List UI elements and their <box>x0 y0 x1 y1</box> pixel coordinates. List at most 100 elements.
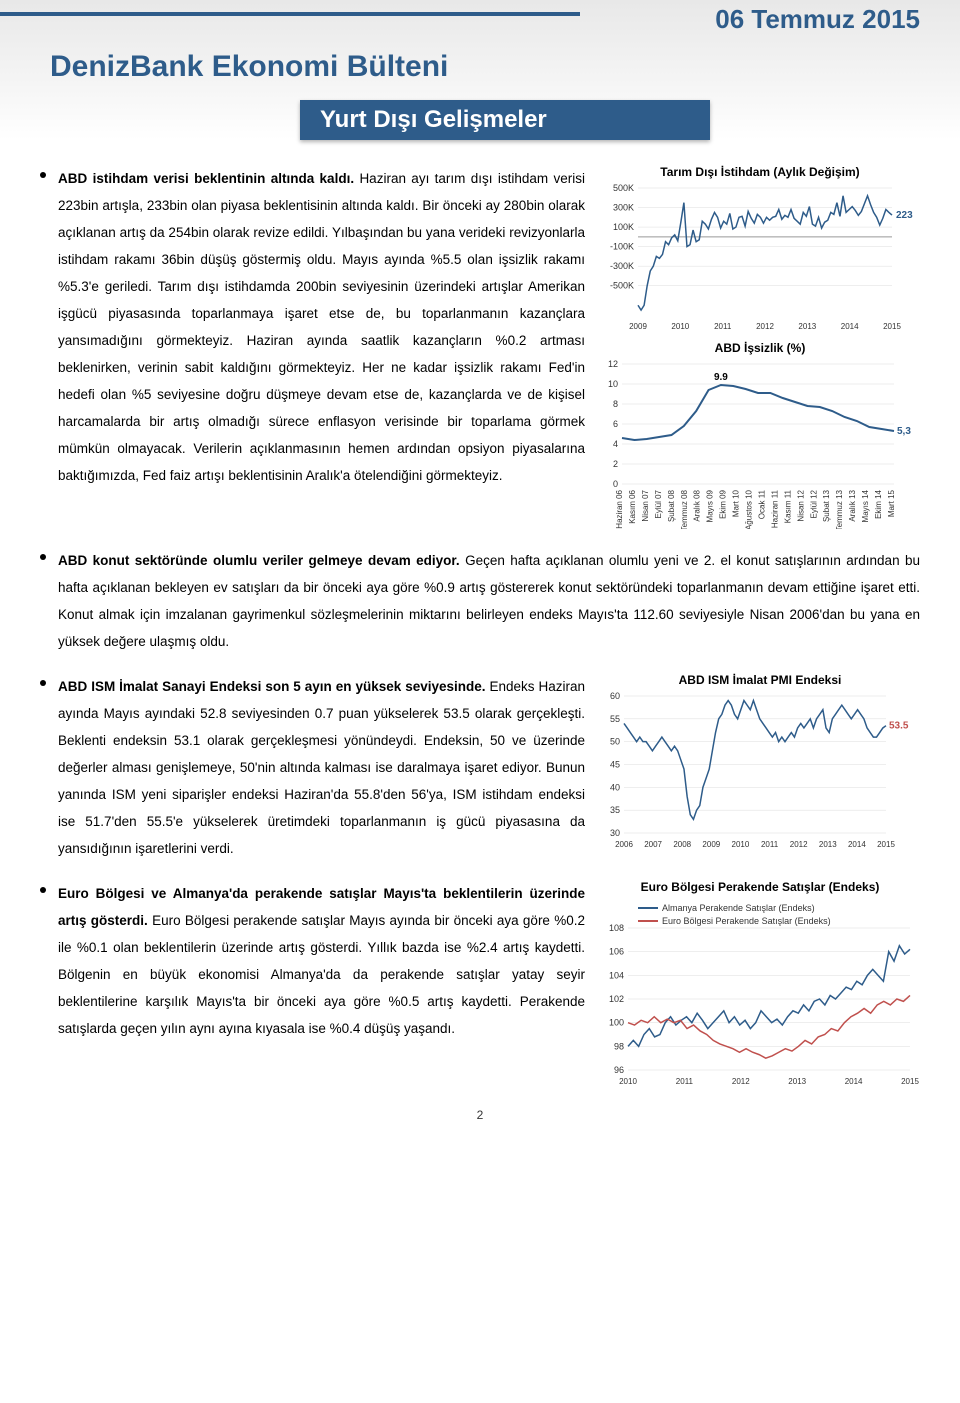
section-3-body: Endeks Haziran ayında Mayıs ayındaki 52.… <box>58 679 585 856</box>
svg-text:5,3: 5,3 <box>897 426 911 437</box>
chart-ism-svg: 6055504540353020062007200820092010201120… <box>600 691 920 851</box>
svg-text:50: 50 <box>610 737 620 747</box>
chart-ism-title: ABD ISM İmalat PMI Endeksi <box>600 673 920 687</box>
svg-text:Nisan 12: Nisan 12 <box>796 489 805 521</box>
svg-text:Kasım 06: Kasım 06 <box>628 489 637 523</box>
svg-text:35: 35 <box>610 805 620 815</box>
section-employment: ABD istihdam verisi beklentinin altında … <box>40 165 920 529</box>
svg-text:Ekim 09: Ekim 09 <box>719 489 728 518</box>
section-3-lead: ABD ISM İmalat Sanayi Endeksi son 5 ayın… <box>58 679 486 694</box>
section-1-lead: ABD istihdam verisi beklentinin altında … <box>58 171 354 186</box>
bullet-icon <box>40 887 46 893</box>
svg-text:2013: 2013 <box>798 322 816 331</box>
svg-text:Kasım 11: Kasım 11 <box>783 489 792 523</box>
svg-text:500K: 500K <box>613 183 634 193</box>
svg-text:2014: 2014 <box>845 1077 863 1086</box>
svg-text:60: 60 <box>610 691 620 701</box>
svg-text:2014: 2014 <box>848 840 866 849</box>
svg-text:2012: 2012 <box>732 1077 750 1086</box>
section-2-text: ABD konut sektöründe olumlu veriler gelm… <box>58 547 920 655</box>
svg-text:2006: 2006 <box>615 840 633 849</box>
date-tag: 06 Temmuz 2015 <box>715 4 920 35</box>
svg-text:2011: 2011 <box>676 1077 694 1086</box>
svg-text:100K: 100K <box>613 222 634 232</box>
svg-text:53.5: 53.5 <box>889 721 909 732</box>
chart-employment: Tarım Dışı İstihdam (Aylık Değişim) 500K… <box>600 165 920 333</box>
chart-retail: Euro Bölgesi Perakende Satışlar (Endeks)… <box>600 880 920 1088</box>
svg-text:Ağustos 10: Ağustos 10 <box>745 489 754 529</box>
svg-text:106: 106 <box>609 947 624 957</box>
svg-text:30: 30 <box>610 828 620 838</box>
svg-text:40: 40 <box>610 782 620 792</box>
svg-text:300K: 300K <box>613 203 634 213</box>
svg-text:Aralık 08: Aralık 08 <box>693 489 702 521</box>
svg-text:6: 6 <box>613 419 618 429</box>
svg-text:100: 100 <box>609 1018 624 1028</box>
svg-text:2011: 2011 <box>761 840 779 849</box>
svg-text:4: 4 <box>613 439 618 449</box>
bullet-icon <box>40 554 46 560</box>
chart-employment-svg: 500K 300K 100K -100K -300K -500K 2009 2010 2011 2… <box>600 183 920 333</box>
svg-text:223: 223 <box>896 210 913 221</box>
svg-text:2007: 2007 <box>644 840 662 849</box>
chart-retail-svg: 1081061041021009896201020112012201320142… <box>600 898 920 1088</box>
svg-text:Temmuz 08: Temmuz 08 <box>680 489 689 529</box>
svg-text:Ocak 11: Ocak 11 <box>757 489 766 519</box>
svg-text:Şubat 13: Şubat 13 <box>822 489 831 522</box>
subtitle-bar: Yurt Dışı Gelişmeler <box>300 100 710 140</box>
svg-text:98: 98 <box>614 1041 624 1051</box>
svg-text:2013: 2013 <box>819 840 837 849</box>
section-ism: ABD ISM İmalat Sanayi Endeksi son 5 ayın… <box>40 673 920 862</box>
svg-text:Şubat 08: Şubat 08 <box>667 489 676 522</box>
svg-text:12: 12 <box>608 359 618 369</box>
section-1-body: Haziran ayı tarım dışı istihdam verisi 2… <box>58 171 585 483</box>
svg-text:Aralık 13: Aralık 13 <box>848 489 857 521</box>
svg-text:2013: 2013 <box>788 1077 806 1086</box>
section-retail: Euro Bölgesi ve Almanya'da perakende sat… <box>40 880 920 1088</box>
chart-unemployment-title: ABD İşsizlik (%) <box>600 341 920 355</box>
svg-text:Almanya Perakende Satışlar (En: Almanya Perakende Satışlar (Endeks) <box>662 903 815 913</box>
svg-text:45: 45 <box>610 760 620 770</box>
svg-text:2015: 2015 <box>901 1077 919 1086</box>
svg-text:Mart 10: Mart 10 <box>732 489 741 517</box>
section-4-body: Euro Bölgesi perakende satışlar Mayıs ay… <box>58 913 585 1036</box>
svg-text:-300K: -300K <box>610 261 634 271</box>
section-1-text: ABD istihdam verisi beklentinin altında … <box>58 165 585 489</box>
svg-text:2012: 2012 <box>756 322 774 331</box>
svg-text:2011: 2011 <box>714 322 732 331</box>
svg-text:Euro Bölgesi Perakende Satışla: Euro Bölgesi Perakende Satışlar (Endeks) <box>662 916 831 926</box>
svg-text:2009: 2009 <box>629 322 647 331</box>
section-housing: ABD konut sektöründe olumlu veriler gelm… <box>40 547 920 655</box>
svg-text:2012: 2012 <box>790 840 808 849</box>
svg-text:-500K: -500K <box>610 281 634 291</box>
section-2-lead: ABD konut sektöründe olumlu veriler gelm… <box>58 553 460 568</box>
section-4-text: Euro Bölgesi ve Almanya'da perakende sat… <box>58 880 585 1042</box>
svg-text:55: 55 <box>610 714 620 724</box>
svg-text:2010: 2010 <box>732 840 750 849</box>
svg-text:10: 10 <box>608 379 618 389</box>
chart-retail-title: Euro Bölgesi Perakende Satışlar (Endeks) <box>600 880 920 894</box>
chart-unemployment: ABD İşsizlik (%) 1210864209.95,3Haziran … <box>600 341 920 529</box>
svg-text:Nisan 07: Nisan 07 <box>641 489 650 521</box>
svg-text:Haziran 11: Haziran 11 <box>770 489 779 528</box>
page-number: 2 <box>40 1108 920 1122</box>
svg-text:Mayıs 09: Mayıs 09 <box>706 489 715 522</box>
svg-text:2010: 2010 <box>671 322 689 331</box>
svg-text:-100K: -100K <box>610 242 634 252</box>
svg-text:102: 102 <box>609 994 624 1004</box>
svg-text:2010: 2010 <box>619 1077 637 1086</box>
svg-text:8: 8 <box>613 399 618 409</box>
svg-text:108: 108 <box>609 923 624 933</box>
svg-text:9.9: 9.9 <box>714 372 728 383</box>
svg-text:2: 2 <box>613 459 618 469</box>
svg-text:Mayıs 14: Mayıs 14 <box>861 489 870 522</box>
chart-ism: ABD ISM İmalat PMI Endeksi 60 55 50 45 40 35 3… <box>600 673 920 851</box>
svg-text:2015: 2015 <box>883 322 901 331</box>
main-title: DenizBank Ekonomi Bülteni <box>50 50 448 84</box>
chart-unemployment-svg: 1210864209.95,3Haziran 06Kasım 06Nisan 0… <box>600 359 920 529</box>
content-area: ABD istihdam verisi beklentinin altında … <box>0 0 960 1152</box>
svg-text:Ekim 14: Ekim 14 <box>874 489 883 518</box>
svg-text:2009: 2009 <box>702 840 720 849</box>
svg-text:2015: 2015 <box>877 840 895 849</box>
svg-text:Eylül 12: Eylül 12 <box>809 489 818 518</box>
